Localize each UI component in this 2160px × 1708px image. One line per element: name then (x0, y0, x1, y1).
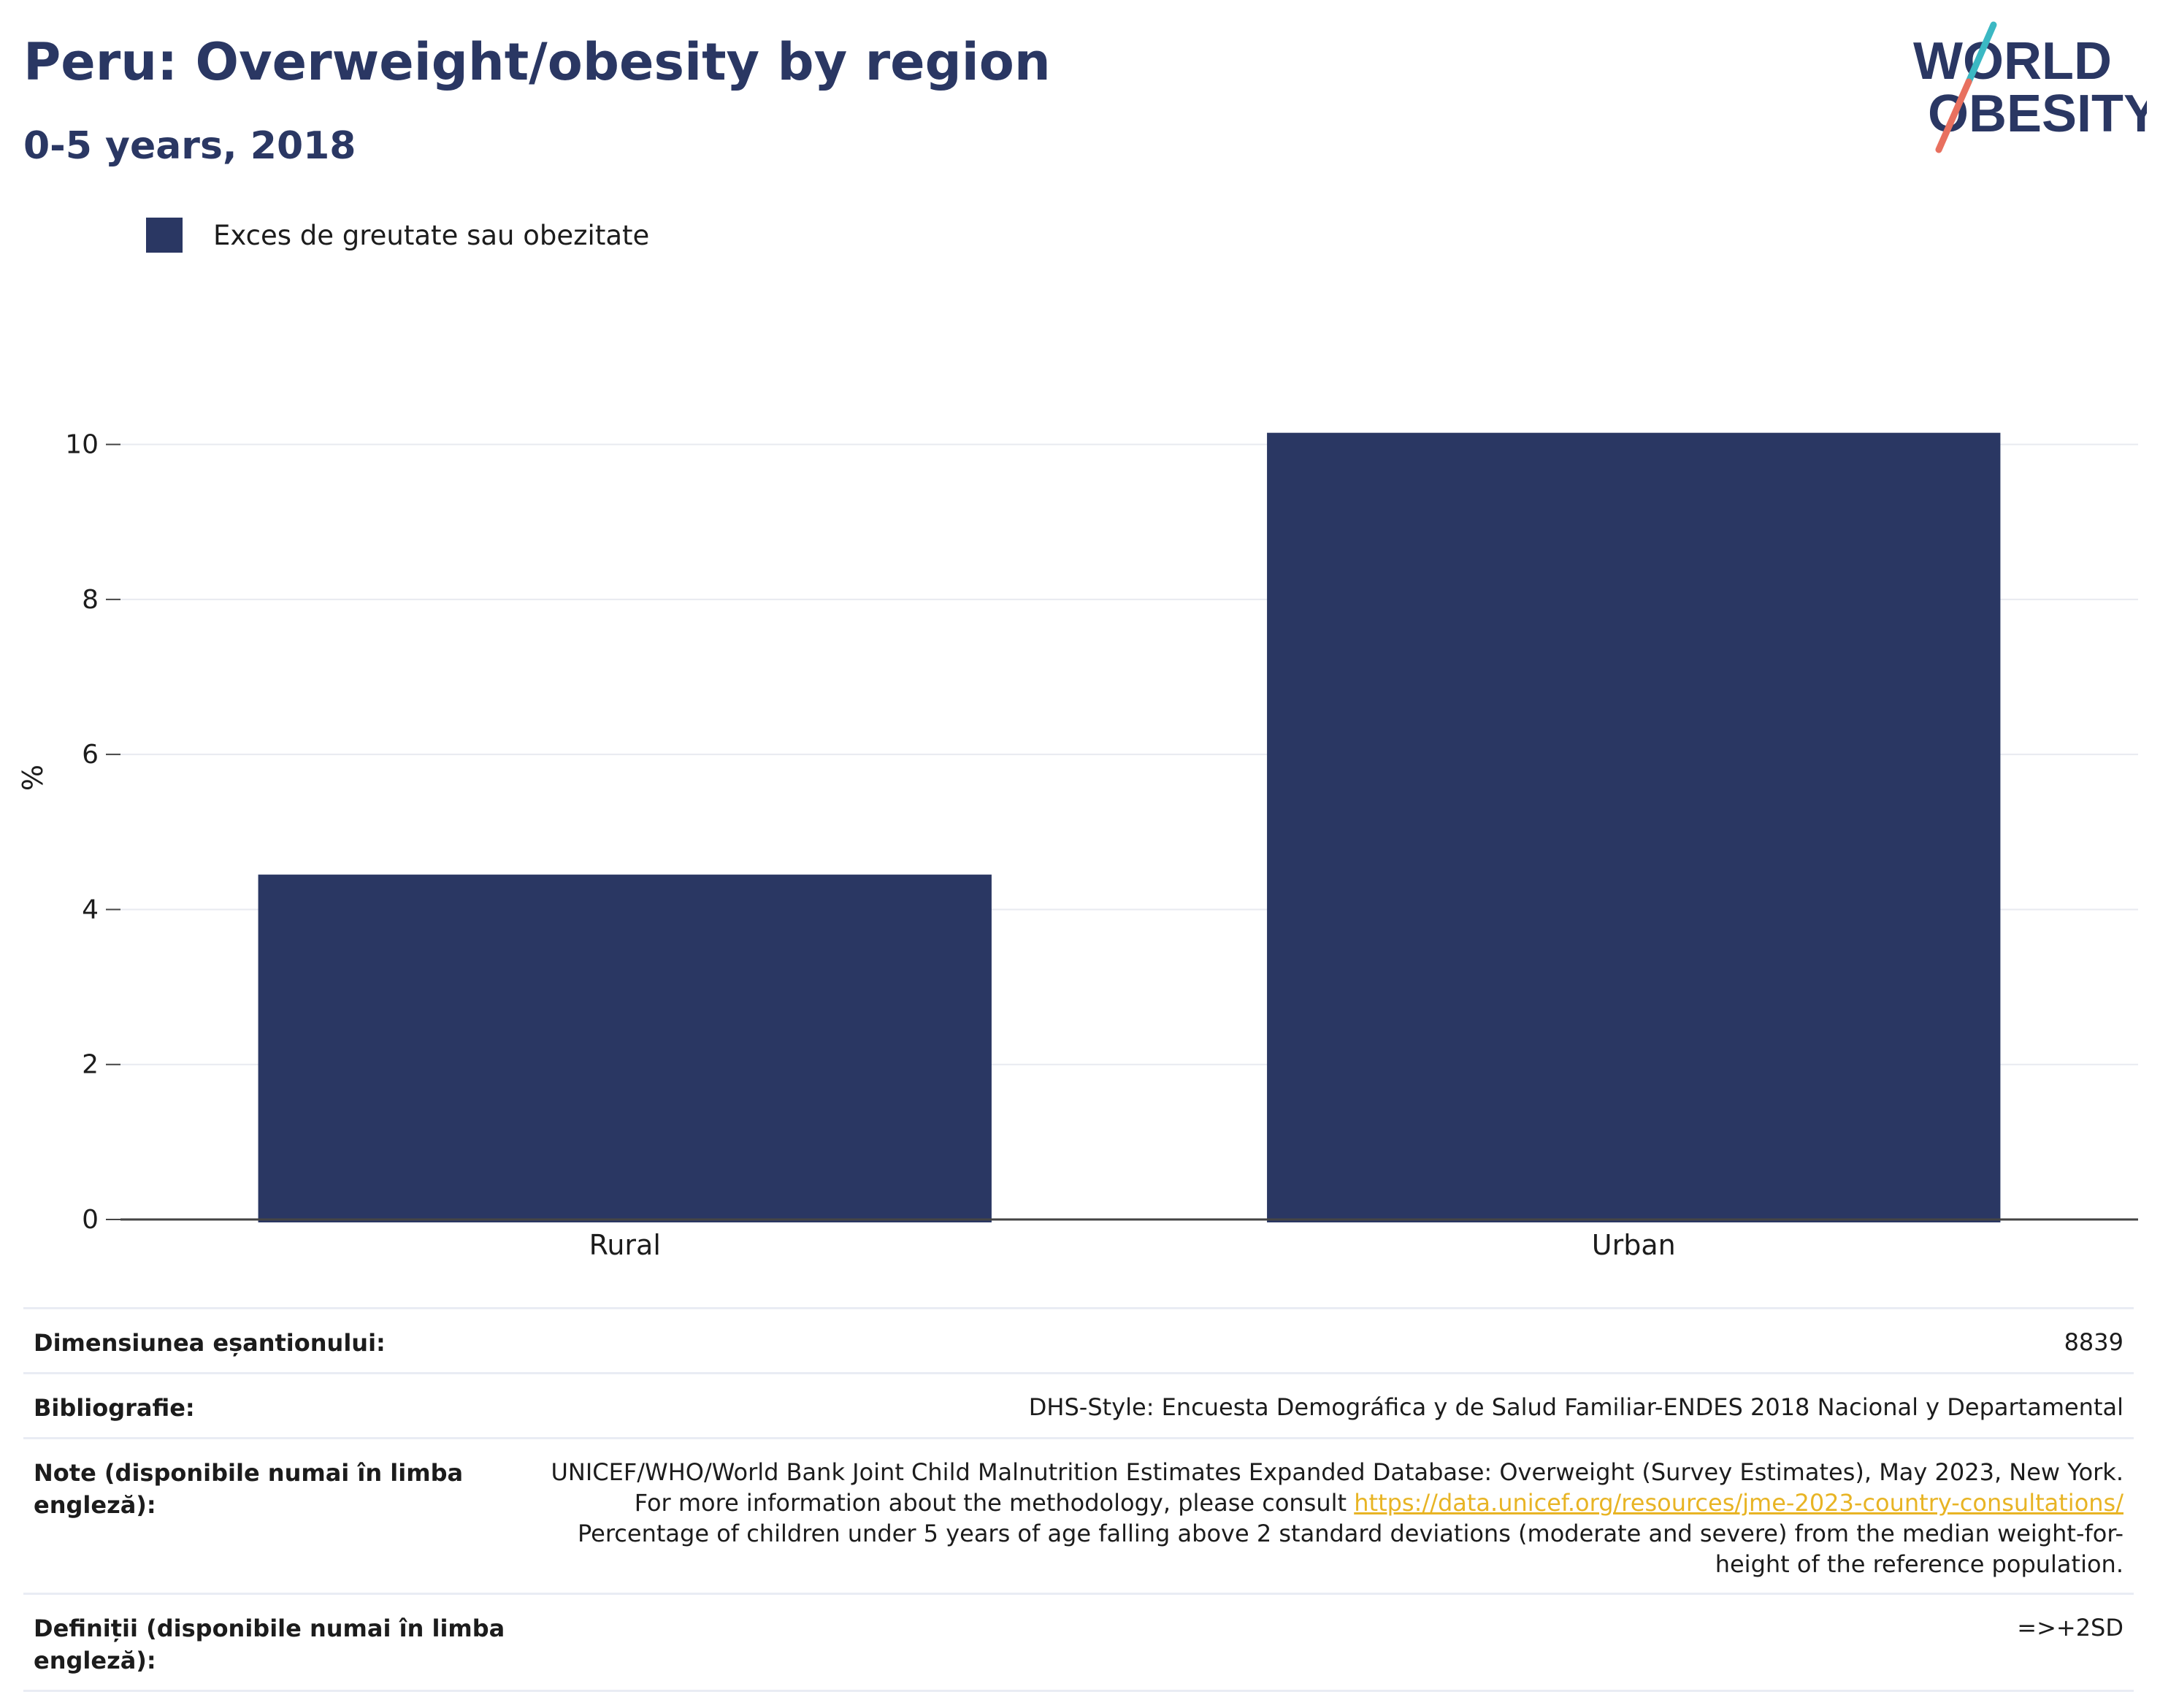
sample-size-value: 8839 (2064, 1328, 2123, 1356)
y-axis-label: % (17, 765, 49, 791)
legend-label[interactable]: Exces de greutate sau obezitate (213, 219, 650, 251)
meta-row-definitions: Definiții (disponibile numai în limba en… (23, 1593, 2134, 1692)
bar-urban (1267, 432, 2001, 1222)
meta-row-bibliography: Bibliografie: DHS-Style: Encuesta Demogr… (23, 1372, 2134, 1437)
y-tick-label: 2 (82, 1050, 99, 1080)
notes-value: UNICEF/WHO/World Bank Joint Child Malnut… (545, 1457, 2124, 1579)
definitions-value: =>+2SD (2017, 1614, 2123, 1642)
page-subtitle: 0-5 years, 2018 (23, 124, 356, 168)
notes-definition-text: Percentage of children under 5 years of … (578, 1520, 2123, 1578)
bar-chart: 0 2 4 6 8 10% Rural Urban (17, 430, 2138, 1261)
bar-rural (258, 874, 992, 1222)
y-tick-label: 10 (65, 430, 99, 460)
logo-teal-slash (1965, 21, 1997, 85)
bibliography-label: Bibliografie: (34, 1394, 195, 1422)
logo-coral-slash (1935, 78, 1972, 153)
notes-link[interactable]: https://data.unicef.org/resources/jme-20… (1354, 1489, 2123, 1517)
y-tick-label: 0 (82, 1205, 99, 1235)
notes-label: Note (disponibile numai în limba engleză… (34, 1459, 464, 1519)
world-obesity-logo: WORLD OBESITY (1913, 21, 2147, 153)
logo-word-world: WORLD (1913, 32, 2112, 91)
y-tick-label: 6 (82, 740, 99, 770)
legend-swatch[interactable] (146, 218, 183, 253)
page-title: Peru: Overweight/obesity by region (23, 32, 1051, 92)
y-tick-label: 4 (82, 895, 99, 924)
notes-text: UNICEF/WHO/World Bank Joint Child Malnut… (551, 1458, 2124, 1517)
x-tick-label: Urban (1592, 1229, 1676, 1261)
metadata-table: Dimensiunea eșantionului: 8839 Bibliogra… (23, 1307, 2134, 1692)
sample-size-label: Dimensiunea eșantionului: (34, 1329, 386, 1357)
definitions-label: Definiții (disponibile numai în limba en… (34, 1615, 505, 1674)
x-tick-label: Rural (589, 1229, 661, 1261)
y-tick-label: 8 (82, 585, 99, 615)
chart-legend: Exces de greutate sau obezitate (146, 218, 649, 253)
bibliography-value: DHS-Style: Encuesta Demográfica y de Sal… (1028, 1393, 2123, 1421)
meta-row-notes: Note (disponibile numai în limba engleză… (23, 1437, 2134, 1593)
meta-row-sample-size: Dimensiunea eșantionului: 8839 (23, 1307, 2134, 1372)
